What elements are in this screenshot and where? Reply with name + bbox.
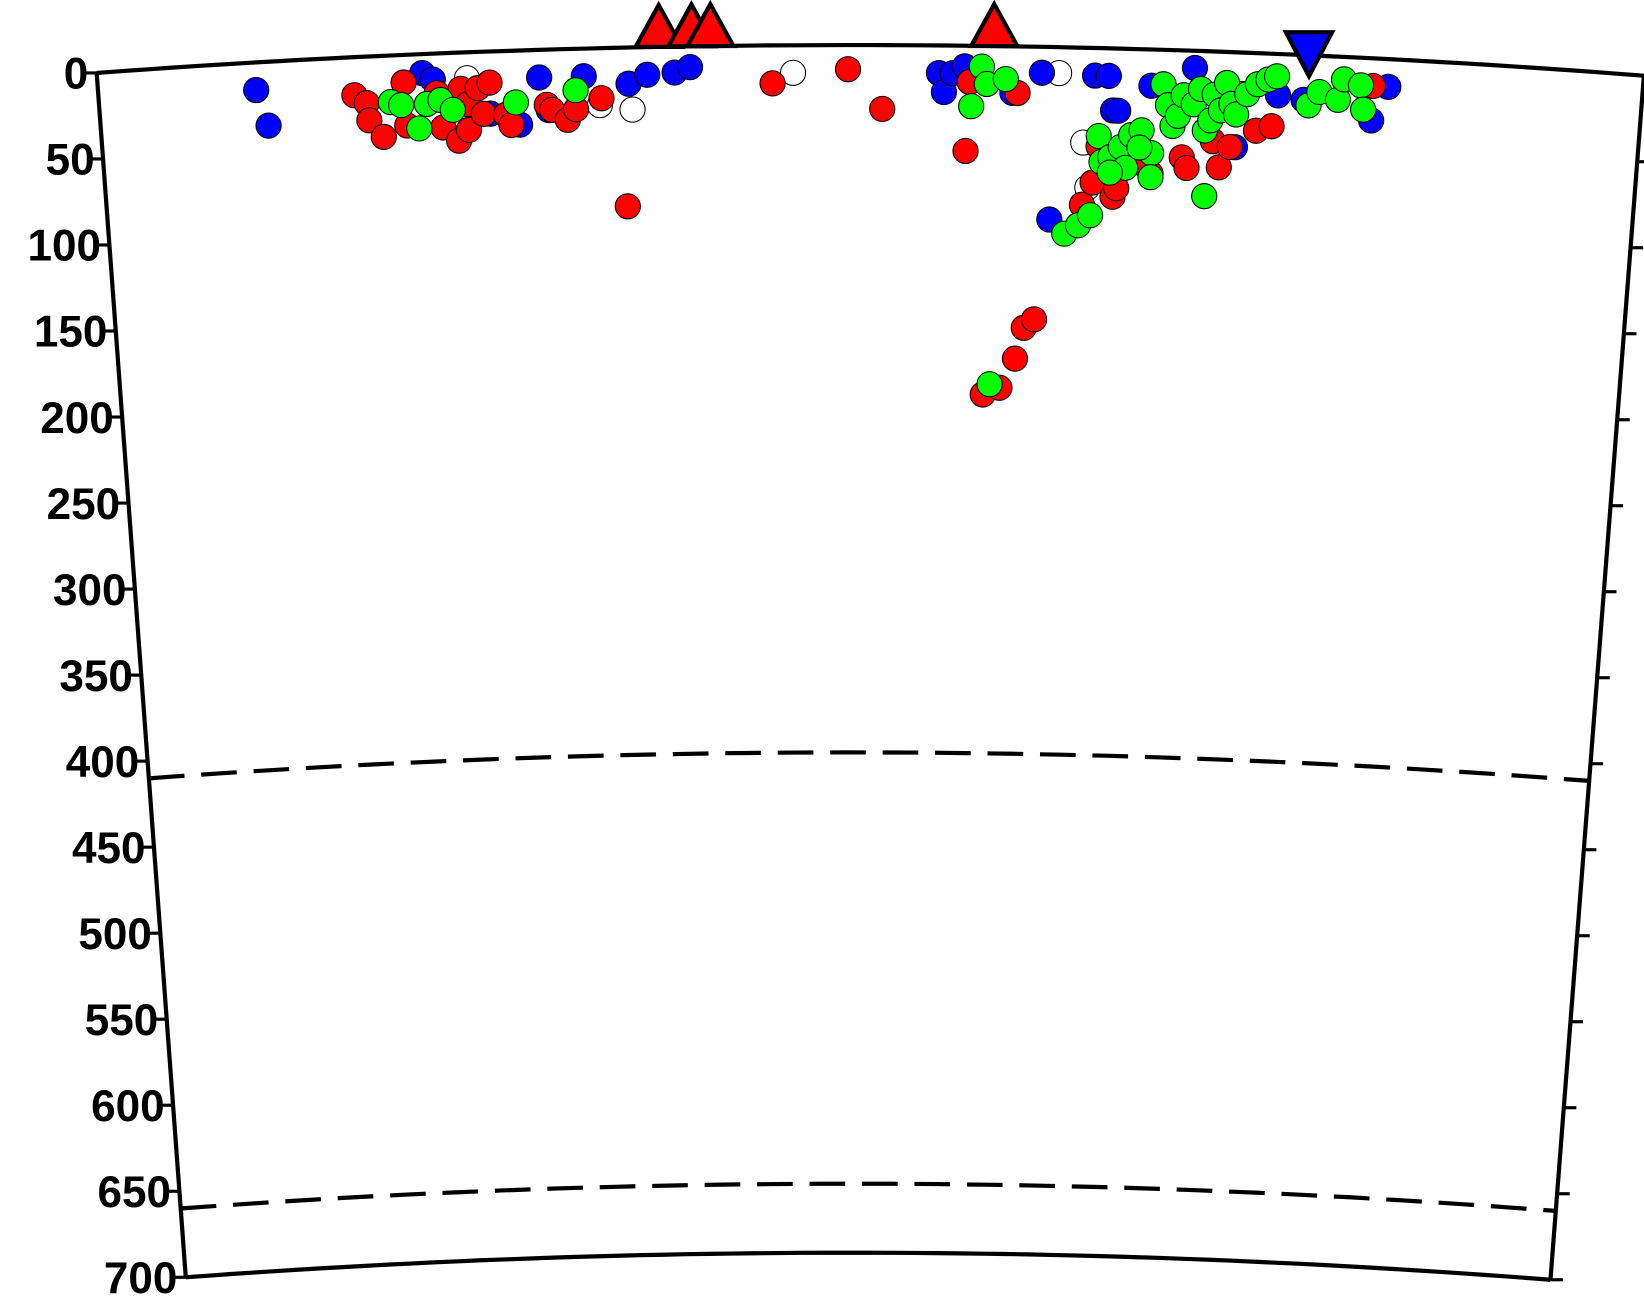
y-tick-label: 400 [66,738,139,787]
event-point-green [1096,159,1123,186]
event-point-red [1001,345,1029,372]
y-tick-label: 700 [104,1254,177,1302]
y-tick-label: 300 [53,566,126,615]
y-tick-label: 350 [59,652,132,701]
event-point-red [1216,133,1243,161]
event-point-red [470,100,497,127]
event-point-red [1173,154,1200,182]
bottom-boundary [185,1250,1551,1282]
event-point-red [476,69,503,96]
event-point-green [1191,183,1218,210]
y-tick-label: 200 [40,394,113,443]
station-triangle-icon [632,0,686,49]
station-inverted-triangle-icon [1282,30,1336,81]
event-point-green [502,89,529,116]
event-point-green [406,115,433,142]
event-point-blue [1028,59,1056,86]
y-tick-label: 100 [28,222,101,271]
event-point-red [588,85,615,112]
y-tick-label: 150 [34,308,107,357]
y-tick-label: 600 [91,1082,164,1131]
event-point-green [562,77,589,104]
event-point-blue [634,61,661,88]
event-point-green [1076,202,1104,229]
station-triangle-icon [967,0,1021,49]
event-point-blue [1095,62,1122,90]
discontinuity-410-dashed-line [148,750,1590,783]
y-tick-label: 550 [85,996,158,1045]
discontinuity-660-dashed-line [180,1181,1556,1213]
event-point-green [992,65,1019,93]
event-point-red [614,193,641,220]
event-point-green [1350,96,1377,123]
event-point-blue [255,112,282,139]
event-point-green [1126,134,1153,161]
event-point-red [498,111,525,139]
event-point-green [958,93,985,120]
event-point-blue [1105,97,1132,124]
depth-ticks: 0 50 100 150 200 250 300 350 400 450 500 550 600 650 7… [28,50,1644,1302]
event-point-red [1020,306,1048,333]
event-point-blue [676,53,704,81]
event-point-green [388,91,415,119]
event-point-blue [243,76,270,104]
station-markers [632,0,1336,81]
event-point-red [1205,154,1232,181]
y-tick-label: 0 [64,50,89,99]
y-tick-label: 50 [46,136,95,185]
event-point-green [1085,122,1112,150]
event-point-green [1264,63,1291,90]
y-tick-label: 650 [98,1168,171,1217]
event-point-green [439,96,466,123]
section-frame [94,42,1644,1282]
event-point-green [1137,164,1164,191]
event-point-red [834,56,862,83]
y-tick-label: 500 [78,910,151,959]
surface-line [96,42,1644,78]
event-point-red [370,123,397,151]
y-tick-label: 450 [72,824,145,873]
event-point-red [869,95,896,123]
event-point-green [1222,101,1250,128]
event-points [243,53,1402,408]
event-point-blue [526,64,553,91]
event-point-red [759,70,786,97]
y-tick-label: 250 [47,480,120,529]
station-triangle-icon [683,0,737,49]
event-point-red [952,137,979,165]
event-point-red [1258,113,1285,140]
event-point-green [976,371,1003,398]
event-point-green [1347,72,1375,99]
event-point-open [619,96,646,123]
